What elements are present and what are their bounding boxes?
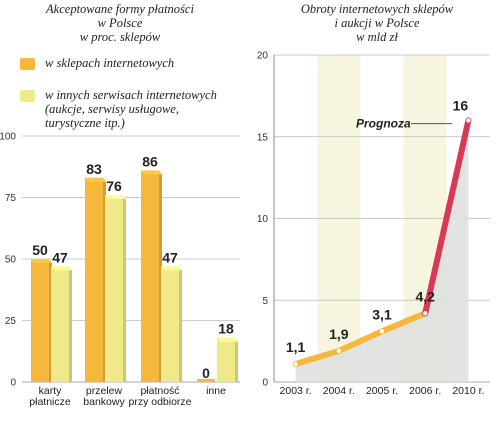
point-value-label: 16 [453, 97, 469, 113]
turnover-line-chart: 0 5 10 15 20 1,1 2003 r. 1,9 2004 r. 3,1 2005 r. 4,… [257, 51, 490, 397]
bar [197, 379, 215, 382]
x-tick-label: przelew [86, 385, 123, 397]
bar-value-label: 18 [218, 321, 234, 337]
left-title-line: Akceptowane formy płatności [46, 2, 194, 16]
x-tick-label: karty [39, 385, 63, 397]
y-tick-label: 25 [5, 316, 17, 327]
bar-side [69, 266, 72, 382]
legend-item-online-shops: w sklepach internetowych [20, 56, 174, 70]
bar-top [217, 337, 238, 342]
bar-value-label: 50 [32, 242, 48, 258]
bar-value-label: 83 [86, 161, 102, 177]
point-value-label: 1,9 [329, 326, 349, 342]
legend-label: turystyczne itp.) [45, 116, 125, 130]
x-tick-label: przy odbiorze [128, 396, 191, 408]
y-tick-label: 20 [257, 51, 269, 62]
y-tick-label: 0 [262, 378, 268, 389]
bar [141, 170, 159, 382]
right-title-line: Obroty internetowych sklepów [300, 2, 454, 16]
point-value-label: 4,2 [415, 288, 435, 304]
x-tick-label: 2004 r. [323, 385, 355, 397]
bar-top [85, 177, 106, 182]
right-title-line: w mld zł [356, 30, 398, 44]
bar-top [31, 259, 52, 263]
bar [161, 266, 179, 382]
bar-value-label: 0 [202, 365, 210, 381]
bar-value-label: 47 [162, 249, 178, 265]
data-point [423, 311, 428, 316]
bar [51, 266, 69, 382]
left-title-line: w proc. sklepów [79, 30, 161, 44]
data-point [336, 348, 341, 354]
bar-top [161, 266, 182, 271]
bar-value-label: 47 [52, 249, 68, 265]
y-tick-label: 100 [0, 132, 16, 143]
point-value-label: 3,1 [372, 306, 392, 322]
right-chart-title: Obroty internetowych sklepów i aukcji w … [262, 2, 492, 44]
x-tick-label: płatnicze [29, 396, 71, 408]
bar-value-label: 86 [142, 153, 158, 169]
x-tick-label: 2010 r. [452, 385, 484, 397]
legend-item-other-services: w innych serwisach internetowych (aukcje… [20, 88, 217, 130]
bar-value-label: 76 [106, 178, 122, 194]
forecast-line [422, 117, 472, 317]
y-tick-label: 75 [5, 193, 17, 204]
x-tick-label: bankowy [83, 396, 125, 408]
data-point [466, 118, 471, 123]
point-value-label: 1,1 [286, 339, 306, 355]
x-tick-label: inne [206, 385, 226, 397]
x-tick-label: 2003 r. [280, 385, 312, 397]
bar-top [105, 195, 126, 200]
bar [85, 177, 103, 382]
x-tick-label: 2006 r. [409, 385, 441, 397]
y-tick-label: 0 [10, 378, 16, 389]
data-point [379, 329, 385, 334]
legend-label: w innych serwisach internetowych [45, 88, 217, 102]
data-point [293, 361, 298, 367]
y-tick-label: 15 [257, 132, 269, 143]
bar [217, 337, 235, 382]
series-line [292, 310, 429, 368]
legend-swatch-online-shops [20, 58, 35, 70]
bar-top [141, 170, 162, 175]
bar-top [51, 266, 72, 271]
y-tick-label: 10 [257, 214, 269, 225]
legend-label: w sklepach internetowych [45, 56, 175, 70]
bar [105, 195, 123, 382]
left-chart-title: Akceptowane formy płatności w Polsce w p… [5, 2, 235, 44]
bar-side [179, 266, 182, 382]
bar [31, 259, 49, 382]
bar-side [123, 195, 126, 382]
legend-label: (aukcje, serwisy usługowe, [45, 102, 180, 116]
left-title-line: w Polsce [97, 16, 143, 30]
x-tick-label: płatność [140, 385, 179, 397]
bar-side [235, 337, 238, 382]
legend-swatch-other-services [20, 90, 35, 102]
x-tick-label: 2005 r. [366, 385, 398, 397]
area-under-line [295, 120, 469, 383]
forecast-annotation: Prognoza [356, 117, 411, 131]
y-tick-label: 5 [262, 296, 268, 307]
y-tick-label: 50 [5, 255, 17, 266]
right-title-line: i aukcji w Polsce [334, 16, 420, 30]
